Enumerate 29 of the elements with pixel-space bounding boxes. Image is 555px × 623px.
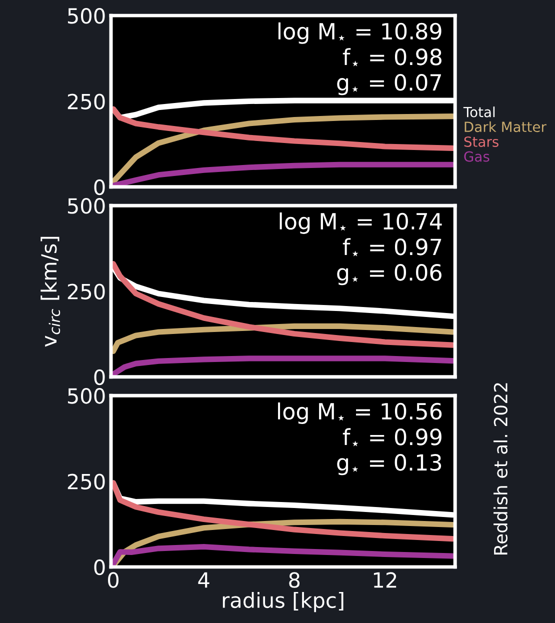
y-tick-label: 250 <box>68 94 105 110</box>
x-tick-label: 0 <box>108 572 119 588</box>
annotation: log M$_{⋆}$ = 10.74 <box>280 212 442 234</box>
series-label: Stars <box>464 136 498 147</box>
annotation: g$_{⋆}$ = 0.13 <box>337 454 442 476</box>
annotation: g$_{⋆}$ = 0.06 <box>337 264 442 286</box>
y-tick-label: 250 <box>68 284 105 300</box>
y-tick-label: 0 <box>94 559 105 576</box>
y-tick-label: 500 <box>68 8 105 24</box>
annotation: g$_{⋆}$ = 0.07 <box>337 74 441 96</box>
series-label: Total <box>463 106 495 118</box>
y-tick-label: 0 <box>94 179 105 196</box>
x-tick-label: 4 <box>198 572 210 588</box>
annotation: f$_{⋆}$ = 0.98 <box>342 48 442 66</box>
series-label: Gas <box>464 151 490 162</box>
annotation: f$_{⋆}$ = 0.99 <box>342 428 442 446</box>
text: Reddish et al. 2022 <box>494 383 508 554</box>
x-tick-label: 12 <box>374 572 396 588</box>
y-tick-label: 500 <box>68 198 105 214</box>
x-axis-title: radius [kpc] <box>222 592 344 612</box>
annotation: log M$_{⋆}$ = 10.89 <box>278 22 442 44</box>
annotation: log M$_{⋆}$ = 10.56 <box>278 402 442 424</box>
annotation: f$_{⋆}$ = 0.97 <box>342 238 442 256</box>
series-label: Dark Matter <box>464 121 546 132</box>
y-tick-label: 500 <box>68 388 105 404</box>
x-tick-label: 8 <box>289 572 300 588</box>
y-tick-label: 0 <box>94 369 105 386</box>
y-tick-label: 250 <box>68 474 105 490</box>
y-axis-title: v$_{circ}$ [km/s] <box>40 236 60 347</box>
